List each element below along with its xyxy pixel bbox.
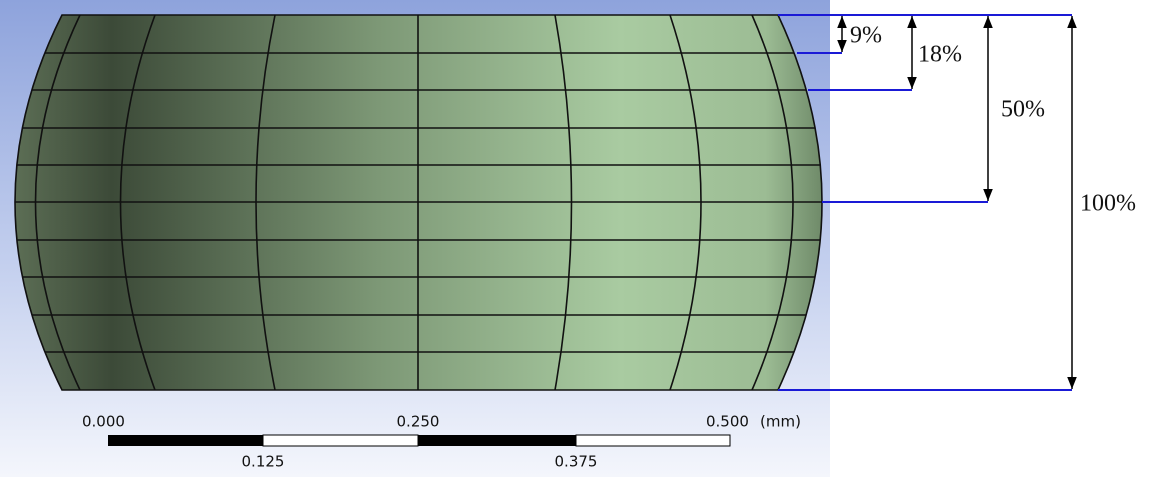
dimension-label: 9% [850, 23, 882, 49]
scale-segment [108, 435, 263, 446]
page: {"dimensions": [{"label": "9%"}, {"label… [0, 0, 1159, 477]
scale-label: 0.500 [706, 413, 749, 431]
scale-label: 0.000 [82, 413, 125, 431]
mesh [0, 15, 830, 390]
scale-segment [576, 435, 730, 446]
dimension-lines: 9% 18% 50% 100% [778, 15, 1136, 390]
scale-label: 0.375 [555, 453, 598, 471]
scale-label: 0.125 [242, 453, 285, 471]
dimension-label: 18% [918, 42, 962, 68]
scale-unit: (mm) [760, 413, 801, 431]
dimension-label: 100% [1080, 191, 1136, 217]
dimension-label: 50% [1001, 97, 1045, 123]
scale-segment [418, 435, 576, 446]
scale-label: 0.250 [397, 413, 440, 431]
scale-segment [263, 435, 418, 446]
figure: 9% 18% 50% 100% 0.000 0.250 0.500 (mm) 0… [0, 0, 1159, 477]
